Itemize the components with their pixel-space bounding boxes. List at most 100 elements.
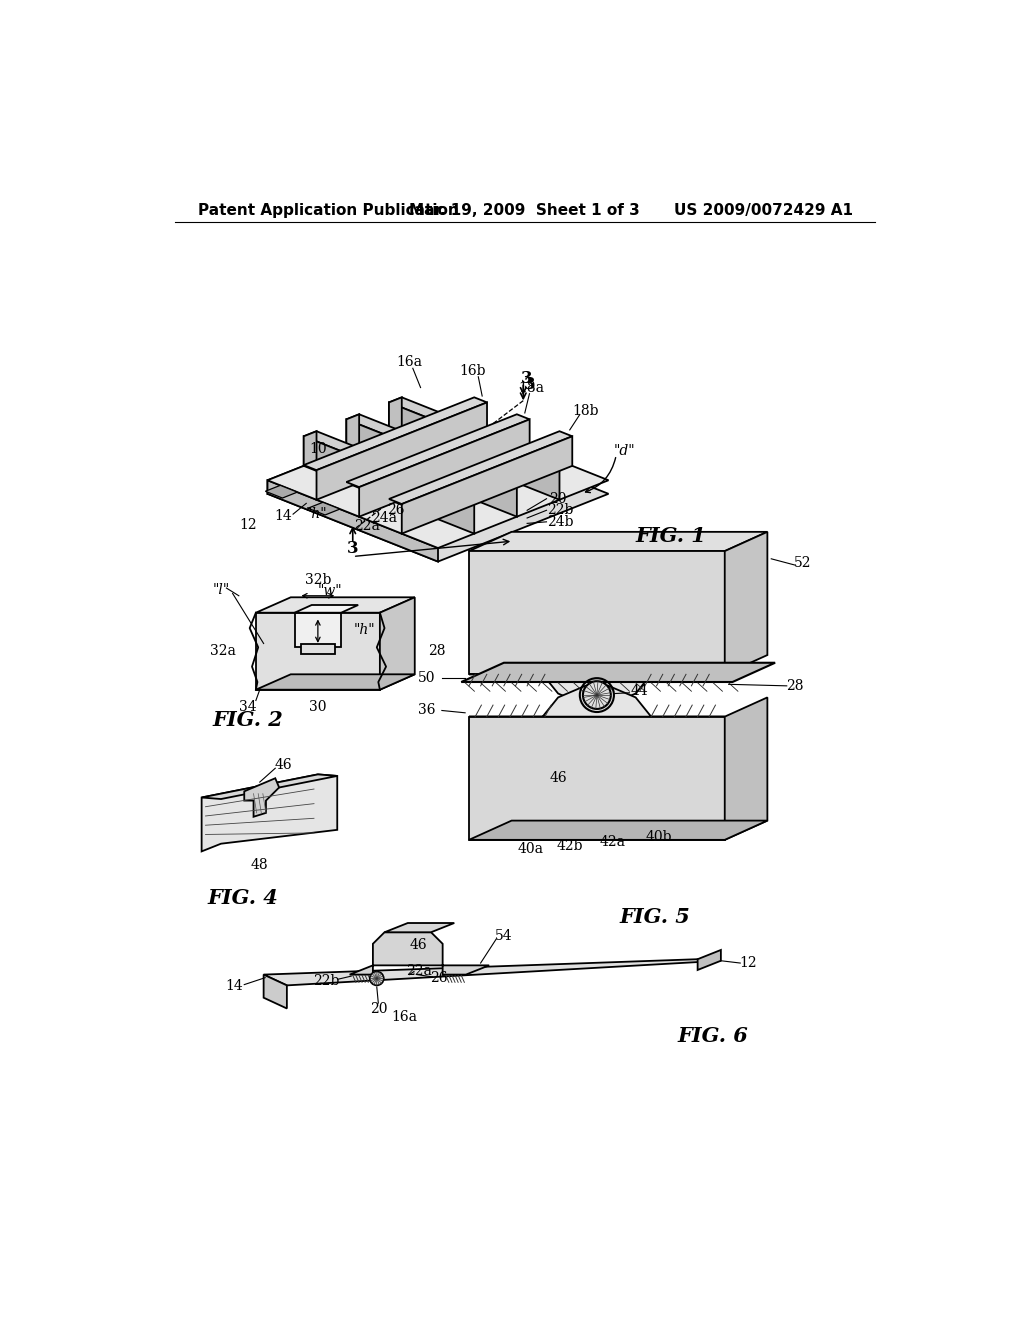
Text: 26: 26 [387,503,404,517]
Polygon shape [380,598,415,689]
Polygon shape [267,412,438,494]
Text: 46: 46 [274,758,292,772]
Text: Patent Application Publication: Patent Application Publication [198,203,459,218]
Text: 22a: 22a [407,964,432,978]
Polygon shape [295,605,358,612]
Polygon shape [202,775,337,851]
Text: 16b: 16b [460,363,486,378]
Text: 42b: 42b [556,840,583,853]
Text: FIG. 2: FIG. 2 [213,710,284,730]
Polygon shape [385,923,455,932]
Polygon shape [349,932,489,974]
Polygon shape [263,974,287,1008]
Polygon shape [346,414,529,487]
Text: 24a: 24a [371,511,396,525]
Circle shape [583,681,611,709]
Text: 18a: 18a [518,380,544,395]
Text: 12: 12 [739,956,757,970]
Polygon shape [304,437,474,533]
Text: 22a: 22a [353,519,380,533]
Polygon shape [346,420,517,516]
Text: 34: 34 [240,700,257,714]
Text: FIG. 5: FIG. 5 [620,907,690,927]
Polygon shape [389,397,401,432]
Text: 54: 54 [495,929,513,942]
Polygon shape [401,437,572,533]
Text: 24b: 24b [547,515,573,529]
Text: 48: 48 [251,858,268,873]
Text: US 2009/0072429 A1: US 2009/0072429 A1 [674,203,853,218]
Text: 16a: 16a [391,1010,417,1024]
Polygon shape [256,612,380,689]
Text: 10: 10 [309,442,327,455]
Polygon shape [469,717,725,840]
Polygon shape [265,486,297,498]
Text: 20: 20 [370,1002,387,1016]
Polygon shape [267,412,608,548]
Polygon shape [263,960,721,985]
Text: 14: 14 [225,979,243,993]
Polygon shape [267,480,438,561]
Polygon shape [469,532,767,552]
Polygon shape [349,428,382,441]
Text: Mar. 19, 2009  Sheet 1 of 3: Mar. 19, 2009 Sheet 1 of 3 [410,203,640,218]
Polygon shape [469,686,725,717]
Text: FIG. 6: FIG. 6 [678,1026,749,1047]
Polygon shape [389,432,572,504]
Polygon shape [469,821,767,840]
Text: 40a: 40a [518,842,544,857]
Text: 3: 3 [347,540,358,557]
Text: 18b: 18b [572,404,598,417]
Text: 22b: 22b [313,974,340,987]
Circle shape [370,972,384,985]
Text: 14: 14 [274,510,292,524]
Polygon shape [256,675,415,689]
Text: "l": "l" [212,582,229,597]
Text: 52: 52 [794,556,811,570]
Polygon shape [469,675,725,705]
Text: 26: 26 [430,972,447,986]
Polygon shape [725,697,767,840]
Polygon shape [346,414,529,487]
Text: 42a: 42a [599,836,626,849]
Polygon shape [697,950,721,970]
Polygon shape [389,403,559,500]
Polygon shape [725,532,767,675]
Text: "d": "d" [613,444,635,458]
Text: 32b: 32b [305,573,331,587]
Polygon shape [256,598,415,612]
Polygon shape [308,503,340,515]
Polygon shape [301,644,335,653]
Polygon shape [304,432,487,504]
Text: "w": "w" [317,585,342,598]
Text: 46: 46 [549,771,567,785]
Polygon shape [304,432,316,466]
Text: FIG. 1: FIG. 1 [635,525,706,545]
Text: 44: 44 [631,684,648,698]
Text: 40b: 40b [645,830,672,843]
Text: 28: 28 [785,678,803,693]
Polygon shape [245,779,280,817]
Polygon shape [316,403,487,500]
Text: 20: 20 [549,492,567,506]
Text: FIG. 4: FIG. 4 [207,887,279,908]
Polygon shape [202,775,337,799]
Polygon shape [461,663,775,682]
Polygon shape [359,420,529,516]
Text: 30: 30 [309,700,327,714]
Polygon shape [267,426,608,561]
Text: 22b: 22b [547,503,573,517]
Polygon shape [346,414,359,449]
Polygon shape [389,397,572,470]
Text: 50: 50 [418,671,435,685]
Polygon shape [295,612,341,647]
Polygon shape [469,552,725,675]
Text: "h": "h" [305,507,327,521]
Text: 16a: 16a [396,355,422,370]
Text: 32a: 32a [210,644,237,659]
Text: "h": "h" [353,623,375,636]
Text: 3: 3 [523,376,536,393]
Text: 46: 46 [410,939,427,952]
Text: 12: 12 [240,517,257,532]
Text: 28: 28 [428,644,445,659]
